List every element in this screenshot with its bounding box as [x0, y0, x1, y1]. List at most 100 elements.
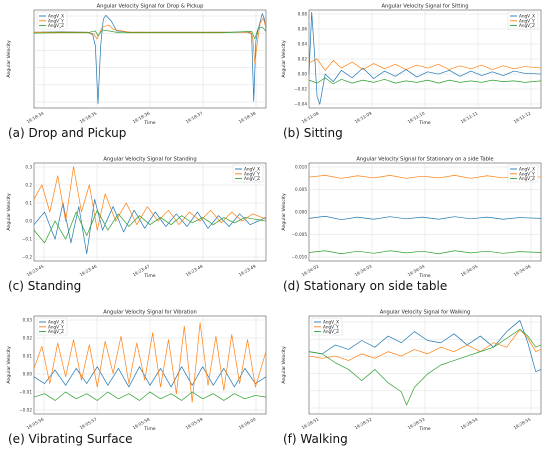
- legend-entry: AngV_Y: [244, 171, 260, 176]
- chart-title: Angular Velocity Signal for Vibration: [103, 310, 197, 316]
- legend-entry: AngV_Z: [519, 23, 535, 28]
- x-tick-label: 19:18:38: [238, 110, 257, 124]
- legend-entry: AngV_Z: [48, 329, 64, 334]
- y-tick-label: 0.02: [23, 336, 33, 341]
- x-tick-label: 19:34:02: [301, 263, 320, 277]
- x-tick-label: 19:28:54: [460, 416, 479, 430]
- chart-caption: (e) Vibrating Surface: [8, 432, 133, 446]
- y-axis-label: Angular Velocity: [281, 346, 287, 384]
- x-tick-label: 19:34:03: [354, 263, 373, 277]
- x-axis-label: Time: [418, 426, 430, 432]
- series-line-angv-y: [34, 17, 267, 64]
- chart-a: Angular Velocity Signal for Drop & Picku…: [6, 4, 267, 126]
- chart-panel-b: Angular Velocity Signal for Sitting 19:11…: [275, 0, 550, 153]
- series-line-angv-y: [308, 329, 542, 361]
- x-tick-label: 19:06:00: [238, 416, 257, 430]
- chart-panel-e: Angular Velocity Signal for Vibration 19:…: [0, 306, 275, 459]
- legend-entry: AngV_X: [323, 320, 339, 325]
- chart-panel-f: Angular Velocity Signal for Walking 19:28…: [275, 306, 550, 459]
- y-tick-label: 0.04: [298, 42, 308, 47]
- chart-f: Angular Velocity Signal for Walking 19:28…: [281, 310, 542, 432]
- legend-entry: AngV_Z: [323, 329, 339, 334]
- chart-b: Angular Velocity Signal for Sitting 19:11…: [281, 4, 542, 126]
- series-line-angv-x: [33, 13, 267, 104]
- chart-title: Angular Velocity Signal for Walking: [380, 310, 471, 316]
- x-axis-label: Time: [143, 273, 155, 279]
- legend-entry: AngV_Y: [519, 18, 535, 23]
- x-tick-label: 19:34:06: [513, 263, 532, 277]
- x-tick-label: 19:18:35: [79, 110, 98, 124]
- legend-entry: AngV_Y: [519, 171, 535, 176]
- y-tick-label: 0.000: [295, 210, 307, 215]
- y-axis-label: Angular Velocity: [281, 193, 287, 231]
- x-tick-label: 19:05:59: [185, 416, 204, 430]
- y-tick-label: 0.005: [295, 187, 307, 192]
- chart-c: Angular Velocity Signal for Standing 19:2…: [6, 157, 267, 279]
- x-tick-label: 19:11:12: [513, 110, 532, 124]
- x-tick-label: 19:05:57: [79, 416, 98, 430]
- y-tick-label: −0.2: [22, 255, 33, 260]
- x-axis-label: Time: [418, 273, 430, 279]
- legend-entry: AngV_Y: [48, 324, 64, 329]
- x-tick-label: 19:18:37: [185, 110, 204, 124]
- y-tick-label: 0.06: [298, 27, 308, 32]
- x-tick-label: 19:11:08: [301, 110, 320, 124]
- y-tick-label: 0.01: [23, 354, 33, 359]
- chart-caption: (b) Sitting: [283, 126, 343, 140]
- y-tick-label: 0.03: [23, 318, 33, 323]
- chart-title: Angular Velocity Signal for Drop & Picku…: [97, 4, 204, 10]
- y-tick-label: −0.01: [19, 390, 32, 395]
- x-axis-label: Time: [143, 120, 155, 126]
- y-tick-label: 0.00: [23, 372, 33, 377]
- x-tick-label: 19:05:56: [26, 416, 45, 430]
- series-line-angv-y: [308, 58, 542, 71]
- y-tick-label: −0.010: [292, 255, 308, 260]
- chart-caption: (a) Drop and Pickup: [8, 126, 127, 140]
- chart-title: Angular Velocity Signal for Standing: [103, 157, 196, 163]
- y-tick-label: −0.02: [19, 408, 32, 413]
- x-tick-label: 19:28:51: [301, 416, 320, 430]
- x-tick-label: 19:23:48: [185, 263, 204, 277]
- y-tick-label: 0.00: [298, 72, 308, 77]
- chart-panel-c: Angular Velocity Signal for Standing 19:2…: [0, 153, 275, 306]
- chart-caption: (f) Walking: [283, 432, 348, 446]
- legend-entry: AngV_Z: [48, 23, 64, 28]
- chart-title: Angular Velocity Signal for Sitting: [381, 4, 468, 10]
- series-line-angv-y: [33, 166, 267, 231]
- y-tick-label: 0.010: [295, 165, 307, 170]
- x-tick-label: 19:28:55: [513, 416, 532, 430]
- y-tick-label: 0.08: [298, 12, 308, 17]
- series-line-angv-z: [33, 209, 267, 244]
- chart-caption: (d) Stationary on side table: [283, 279, 448, 293]
- chart-panel-d: Angular Velocity Signal for Stationary o…: [275, 153, 550, 306]
- y-tick-label: 0.2: [25, 183, 32, 188]
- legend-entry: AngV_Z: [244, 176, 260, 181]
- x-tick-label: 19:18:34: [26, 110, 45, 124]
- x-tick-label: 19:28:52: [354, 416, 373, 430]
- y-axis-label: Angular Velocity: [6, 193, 12, 231]
- chart-e: Angular Velocity Signal for Vibration 19:…: [6, 310, 267, 432]
- legend-entry: AngV_Y: [48, 18, 64, 23]
- series-line-angv-x: [33, 198, 267, 255]
- x-tick-label: 19:34:05: [460, 263, 479, 277]
- y-tick-label: −0.1: [22, 237, 33, 242]
- chart-panel-a: Angular Velocity Signal for Drop & Picku…: [0, 0, 275, 153]
- y-tick-label: −0.005: [292, 232, 308, 237]
- x-tick-label: 19:23:49: [238, 263, 257, 277]
- x-tick-label: 19:23:46: [79, 263, 98, 277]
- y-tick-label: 0.3: [25, 165, 32, 170]
- series-line-angv-z: [308, 77, 542, 85]
- x-tick-label: 19:23:45: [26, 263, 45, 277]
- series-line-angv-z: [33, 26, 267, 40]
- chart-caption: (c) Standing: [8, 279, 82, 293]
- x-tick-label: 19:11:11: [460, 110, 479, 124]
- chart-d: Angular Velocity Signal for Stationary o…: [281, 157, 542, 279]
- y-tick-label: 0.02: [298, 57, 308, 62]
- series-line-angv-x: [308, 320, 542, 373]
- series-line-angv-y: [308, 175, 542, 179]
- y-axis-label: Angular Velocity: [6, 40, 12, 78]
- legend-entry: AngV_X: [519, 167, 535, 172]
- y-tick-label: −0.02: [294, 87, 307, 92]
- legend-entry: AngV_Y: [323, 324, 339, 329]
- y-tick-label: −0.04: [294, 102, 307, 107]
